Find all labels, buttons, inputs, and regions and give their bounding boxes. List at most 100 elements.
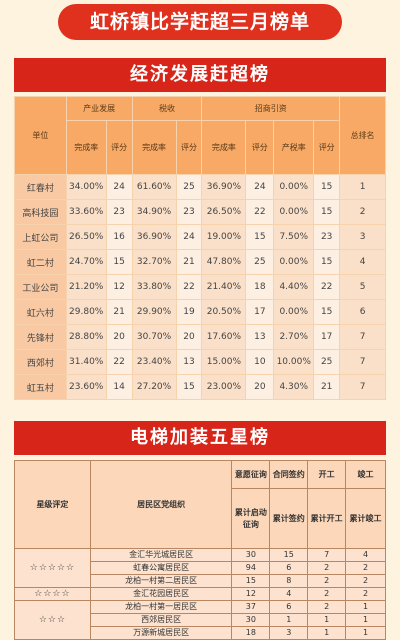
investment-score-cell: 24 bbox=[245, 174, 275, 200]
investment-score-cell: 10 bbox=[245, 349, 275, 375]
cum-start-cell: 1 bbox=[307, 613, 347, 627]
rank-cell: 5 bbox=[339, 274, 386, 300]
investment-tax-rate-score-cell: 22 bbox=[313, 274, 341, 300]
investment-completion-cell: 17.60% bbox=[201, 324, 247, 350]
economy-table: 单位 产业发展 税收 招商引资 总排名 完成率 评分 完成率 评分 完成率 评分… bbox=[14, 96, 386, 400]
tax-score-cell: 20 bbox=[175, 324, 203, 350]
cum-consult-cell: 18 bbox=[231, 626, 271, 640]
unit-name: 工业公司 bbox=[14, 274, 67, 300]
rank-cell: 7 bbox=[339, 349, 386, 375]
cum-complete-cell: 2 bbox=[345, 587, 386, 601]
investment-tax-rate-score-cell: 17 bbox=[313, 324, 341, 350]
economy-banner: 经济发展赶超榜 bbox=[14, 58, 386, 92]
investment-completion-cell: 36.90% bbox=[201, 174, 247, 200]
unit-name: 虹五村 bbox=[14, 374, 67, 400]
header-complete: 竣工 bbox=[345, 460, 386, 489]
table-row: 西郊村 31.40% 22 23.40% 13 15.00% 10 10.00% 25 7 bbox=[14, 349, 386, 375]
cum-consult-cell: 94 bbox=[231, 561, 271, 575]
header-investment: 招商引资 bbox=[201, 96, 341, 121]
investment-tax-rate-cell: 0.00% bbox=[273, 299, 315, 325]
investment-score-cell: 25 bbox=[245, 249, 275, 275]
investment-completion-cell: 26.50% bbox=[201, 199, 247, 225]
rank-cell: 7 bbox=[339, 324, 386, 350]
investment-tax-rate-cell: 2.70% bbox=[273, 324, 315, 350]
table-row: ☆☆☆ 龙柏一村第一居民区 37 6 2 1 bbox=[14, 600, 386, 640]
header-industry: 产业发展 bbox=[65, 96, 133, 121]
unit-name: 先锋村 bbox=[14, 324, 67, 350]
cum-start-cell: 2 bbox=[307, 561, 347, 575]
elevator-table: 星级评定 居民区党组织 意愿征询 合同签约 开工 竣工 累计启动征询 累计签约 … bbox=[14, 460, 386, 640]
tax-score-cell: 23 bbox=[175, 199, 203, 225]
cum-contract-cell: 4 bbox=[269, 587, 309, 601]
header-score: 评分 bbox=[175, 120, 203, 175]
investment-completion-cell: 20.50% bbox=[201, 299, 247, 325]
tax-completion-cell: 61.60% bbox=[131, 174, 177, 200]
cum-complete-cell: 1 bbox=[345, 613, 386, 627]
investment-tax-rate-cell: 0.00% bbox=[273, 249, 315, 275]
table-row: ☆☆☆☆☆ 金汇华光城居民区 30 15 7 4 bbox=[14, 548, 386, 588]
industry-completion-cell: 34.00% bbox=[65, 174, 107, 200]
star-rating: ☆☆☆ bbox=[14, 600, 91, 640]
header-unit: 单位 bbox=[14, 96, 67, 175]
table-row: 西郊居民区 30 1 1 1 bbox=[15, 613, 386, 627]
investment-score-cell: 22 bbox=[245, 199, 275, 225]
star-rating: ☆☆☆☆☆ bbox=[14, 548, 91, 588]
cum-start-cell: 1 bbox=[307, 626, 347, 640]
tax-completion-cell: 36.90% bbox=[131, 224, 177, 250]
header-rank: 总排名 bbox=[339, 96, 386, 175]
investment-tax-rate-cell: 0.00% bbox=[273, 174, 315, 200]
industry-score-cell: 14 bbox=[105, 374, 133, 400]
industry-completion-cell: 31.40% bbox=[65, 349, 107, 375]
industry-completion-cell: 24.70% bbox=[65, 249, 107, 275]
investment-tax-rate-cell: 4.40% bbox=[273, 274, 315, 300]
cum-complete-cell: 1 bbox=[345, 626, 386, 640]
unit-name: 虹二村 bbox=[14, 249, 67, 275]
investment-tax-rate-score-cell: 21 bbox=[313, 374, 341, 400]
header-tax: 税收 bbox=[131, 96, 203, 121]
tax-completion-cell: 33.80% bbox=[131, 274, 177, 300]
industry-completion-cell: 23.60% bbox=[65, 374, 107, 400]
investment-tax-rate-score-cell: 23 bbox=[313, 224, 341, 250]
header-contract: 合同签约 bbox=[269, 460, 309, 489]
investment-tax-rate-cell: 10.00% bbox=[273, 349, 315, 375]
rank-cell: 1 bbox=[339, 174, 386, 200]
industry-score-cell: 22 bbox=[105, 349, 133, 375]
star-rating: ☆☆☆☆ bbox=[14, 587, 91, 601]
rank-cell: 7 bbox=[339, 374, 386, 400]
org-name: 金汇花园居民区 bbox=[89, 587, 233, 601]
unit-name: 上虹公司 bbox=[14, 224, 67, 250]
org-name: 龙柏一村第一居民区 bbox=[89, 600, 233, 614]
header-start: 开工 bbox=[307, 460, 347, 489]
header-cum-contract: 累计签约 bbox=[269, 488, 309, 549]
investment-tax-rate-cell: 7.50% bbox=[273, 224, 315, 250]
investment-completion-cell: 19.00% bbox=[201, 224, 247, 250]
industry-completion-cell: 33.60% bbox=[65, 199, 107, 225]
header-completion: 完成率 bbox=[131, 120, 177, 175]
tax-score-cell: 22 bbox=[175, 274, 203, 300]
investment-tax-rate-score-cell: 15 bbox=[313, 249, 341, 275]
cum-start-cell: 2 bbox=[307, 600, 347, 614]
cum-complete-cell: 1 bbox=[345, 600, 386, 614]
cum-consult-cell: 30 bbox=[231, 548, 271, 562]
investment-score-cell: 13 bbox=[245, 324, 275, 350]
industry-score-cell: 21 bbox=[105, 299, 133, 325]
tax-completion-cell: 23.40% bbox=[131, 349, 177, 375]
table-row: 虹二村 24.70% 15 32.70% 21 47.80% 25 0.00% 15 4 bbox=[14, 249, 386, 275]
industry-completion-cell: 29.80% bbox=[65, 299, 107, 325]
tax-score-cell: 24 bbox=[175, 224, 203, 250]
table-row: 工业公司 21.20% 12 33.80% 22 21.40% 18 4.40% 22 5 bbox=[14, 274, 386, 300]
cum-complete-cell: 2 bbox=[345, 561, 386, 575]
tax-completion-cell: 27.20% bbox=[131, 374, 177, 400]
elevator-banner: 电梯加装五星榜 bbox=[14, 421, 386, 455]
org-name: 虹春公寓居民区 bbox=[89, 561, 233, 575]
table-row: 虹五村 23.60% 14 27.20% 15 23.00% 20 4.30% 21 7 bbox=[14, 374, 386, 400]
investment-tax-rate-score-cell: 25 bbox=[313, 349, 341, 375]
header-tax-rate: 产税率 bbox=[273, 120, 315, 175]
header-completion: 完成率 bbox=[65, 120, 107, 175]
tax-completion-cell: 32.70% bbox=[131, 249, 177, 275]
cum-contract-cell: 6 bbox=[269, 561, 309, 575]
industry-score-cell: 24 bbox=[105, 174, 133, 200]
header-consult: 意愿征询 bbox=[231, 460, 271, 489]
header-org: 居民区党组织 bbox=[89, 460, 233, 549]
cum-start-cell: 2 bbox=[307, 587, 347, 601]
